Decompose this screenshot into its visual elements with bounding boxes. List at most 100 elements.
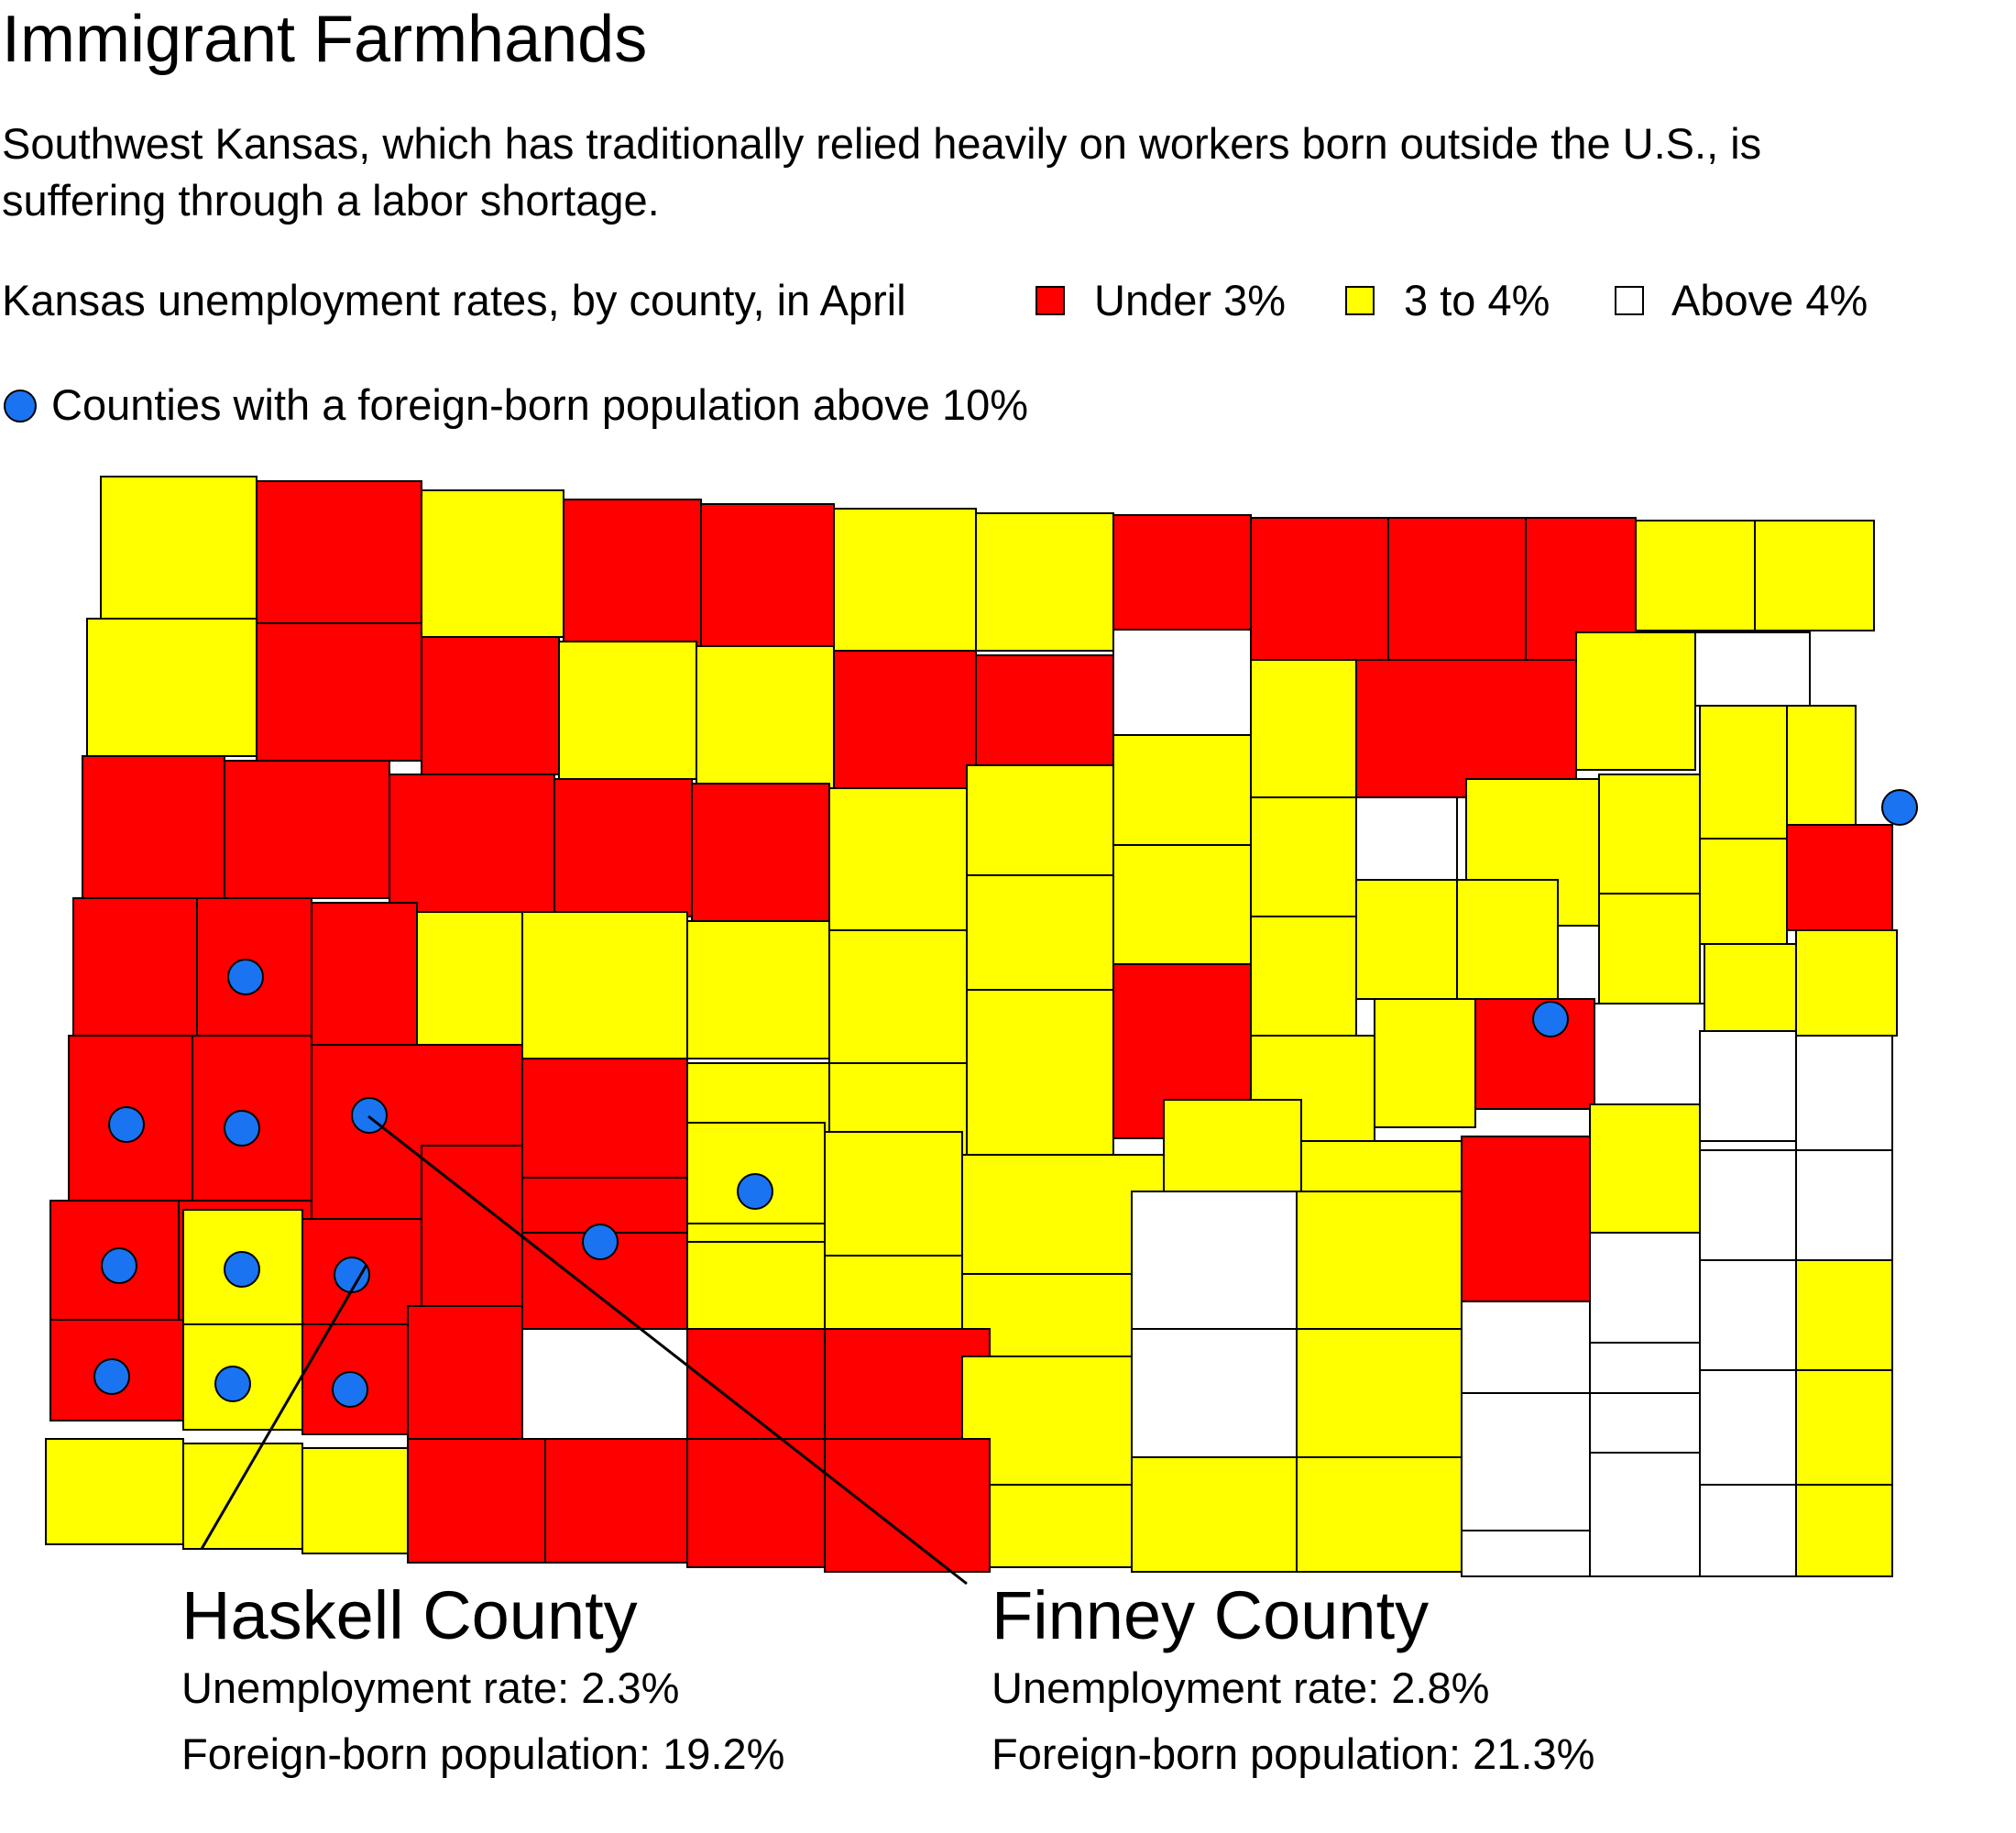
county-123 <box>1795 1369 1893 1486</box>
county-52 <box>1699 838 1788 945</box>
finney-county-name: Finney County <box>992 1577 1430 1653</box>
county-79 <box>1589 1103 1701 1234</box>
legend-dot-label: Counties with a foreign-born population … <box>51 380 1029 429</box>
finney-callout: Finney County Unemployment rate: 2.8% Fo… <box>992 1576 1594 1787</box>
foreign-born-dot-5 <box>737 1173 773 1210</box>
county-16 <box>558 641 697 780</box>
county-31 <box>966 764 1114 876</box>
foreign-born-markers <box>93 789 1918 1408</box>
county-80 <box>1699 1030 1797 1142</box>
foreign-born-dot-1 <box>108 1106 145 1143</box>
county-7 <box>1112 514 1252 631</box>
foreign-born-dot-9 <box>93 1358 130 1395</box>
foreign-born-dot-12 <box>1532 1001 1569 1037</box>
county-119 <box>1296 1456 1463 1573</box>
legend-swatch-under-3 <box>1035 286 1065 315</box>
county-grid <box>45 476 1898 1577</box>
haskell-leader-line <box>200 1264 368 1550</box>
county-115 <box>686 1438 826 1568</box>
county-126 <box>1699 1484 1797 1577</box>
county-0 <box>100 476 257 620</box>
haskell-callout: Haskell County Unemployment rate: 2.3% F… <box>181 1576 784 1787</box>
county-116 <box>824 1438 991 1573</box>
foreign-born-dot-2 <box>224 1110 260 1147</box>
county-29 <box>691 783 830 922</box>
county-121 <box>1589 1452 1701 1577</box>
county-13 <box>86 618 257 757</box>
county-12 <box>1754 520 1875 631</box>
county-23 <box>1575 631 1696 771</box>
county-8 <box>1250 517 1389 661</box>
county-43 <box>521 911 688 1064</box>
county-93 <box>1699 1149 1797 1261</box>
county-41 <box>311 902 418 1046</box>
county-81 <box>1795 1035 1893 1151</box>
county-53 <box>1786 824 1893 931</box>
county-21 <box>1250 659 1357 798</box>
county-66 <box>1704 943 1797 1046</box>
county-94 <box>1795 1149 1893 1261</box>
legend-label-under-3: Under 3% <box>1094 276 1286 324</box>
county-57 <box>521 1058 688 1179</box>
county-92 <box>1589 1232 1701 1344</box>
county-63 <box>1374 998 1476 1128</box>
county-65 <box>1594 1003 1705 1105</box>
county-2 <box>421 489 564 638</box>
county-60 <box>966 989 1114 1156</box>
legend-swatch-3-to-4 <box>1345 286 1375 315</box>
foreign-born-dot-8 <box>334 1257 370 1293</box>
county-95 <box>49 1319 184 1421</box>
county-3 <box>563 499 702 647</box>
county-15 <box>421 636 560 775</box>
county-24 <box>1694 631 1811 707</box>
county-6 <box>975 512 1114 652</box>
county-14 <box>256 622 422 762</box>
legend-caption: Kansas unemployment rates, by county, in… <box>2 276 906 324</box>
chart-subtitle: Southwest Kansas, which has traditionall… <box>2 119 1762 225</box>
county-1 <box>256 480 422 624</box>
foreign-born-dot-6 <box>101 1247 137 1284</box>
haskell-unemployment: Unemployment rate: 2.3% <box>181 1663 680 1712</box>
county-112 <box>301 1447 409 1554</box>
county-122 <box>1699 1369 1797 1486</box>
county-88 <box>1131 1191 1298 1330</box>
foreign-born-dot-11 <box>332 1371 368 1408</box>
foreign-born-dot-icon <box>4 390 37 423</box>
finney-leader-line <box>367 1114 968 1586</box>
county-111 <box>182 1443 303 1550</box>
foreign-born-dot-7 <box>224 1251 260 1288</box>
county-105 <box>1296 1328 1463 1458</box>
county-109 <box>1795 1259 1893 1371</box>
foreign-born-dot-0 <box>227 959 264 995</box>
county-50 <box>1456 879 1559 1000</box>
haskell-foreign-born: Foreign-born population: 19.2% <box>181 1729 785 1778</box>
county-19 <box>975 654 1114 766</box>
foreign-born-dot-13 <box>1881 789 1918 826</box>
county-33 <box>1250 796 1357 917</box>
county-25 <box>82 755 225 899</box>
legend-label-3-to-4: 3 to 4% <box>1404 276 1550 324</box>
county-74 <box>824 1131 963 1257</box>
county-38 <box>1786 705 1857 830</box>
county-48 <box>1250 916 1357 1037</box>
legend-swatch-above-4 <box>1615 286 1644 315</box>
county-27 <box>389 774 555 913</box>
county-124 <box>1461 1392 1591 1531</box>
county-117 <box>989 1484 1133 1568</box>
county-9 <box>1387 517 1527 661</box>
chart-title: Immigrant Farmhands <box>2 3 648 76</box>
county-36 <box>1598 774 1701 895</box>
county-51 <box>1598 893 1701 1004</box>
foreign-born-dot-4 <box>582 1224 619 1260</box>
county-49 <box>1355 879 1458 1000</box>
county-5 <box>833 508 977 652</box>
county-127 <box>1795 1484 1893 1577</box>
county-110 <box>45 1438 184 1545</box>
county-28 <box>553 778 693 917</box>
county-76 <box>1163 1099 1302 1192</box>
county-37 <box>1699 705 1788 840</box>
county-113 <box>407 1438 546 1564</box>
haskell-county-name: Haskell County <box>181 1577 638 1653</box>
finney-foreign-born: Foreign-born population: 21.3% <box>992 1729 1595 1778</box>
